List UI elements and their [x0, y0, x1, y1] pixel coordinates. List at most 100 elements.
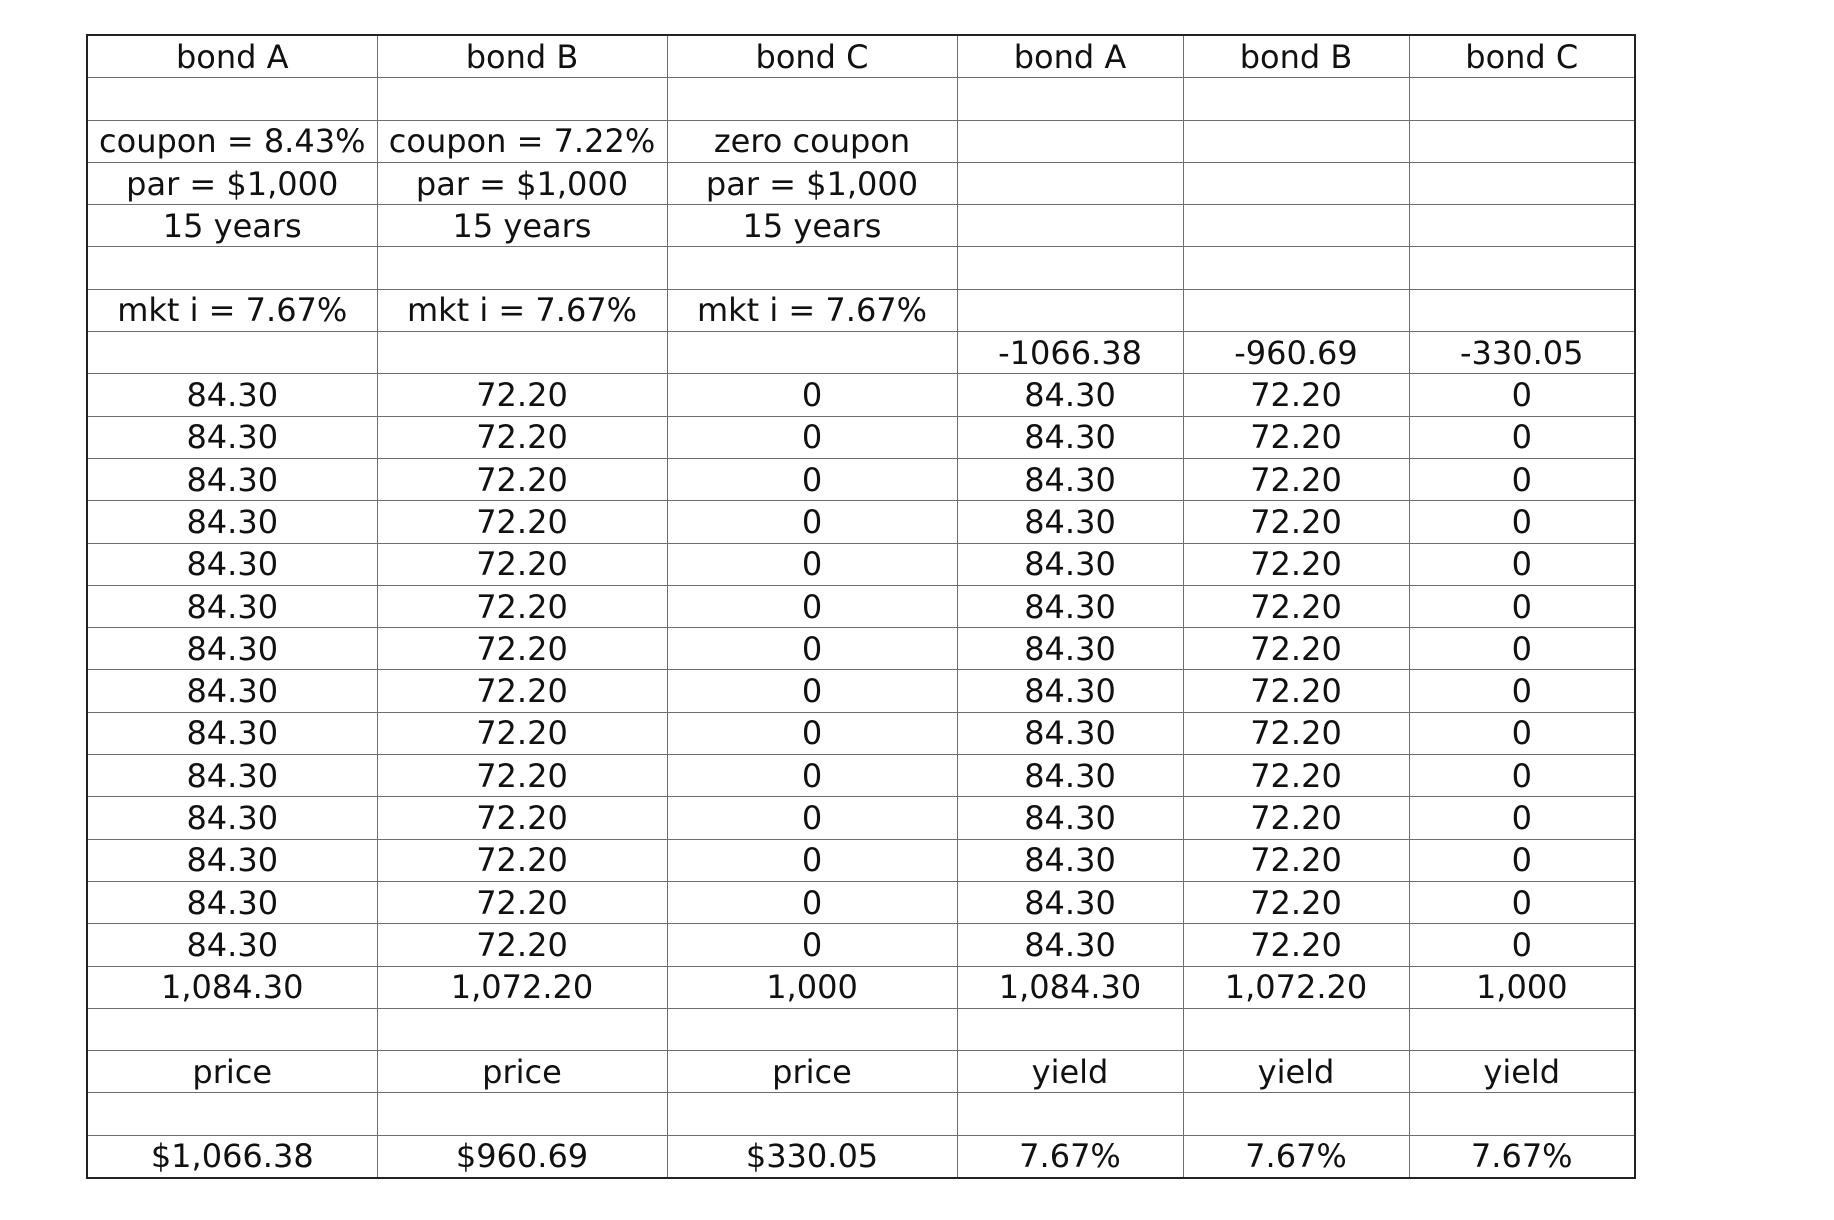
table-cell: 84.30 [86, 923, 378, 967]
table-cell [666, 246, 958, 290]
table-cell: 84.30 [956, 415, 1184, 459]
table-cell: 84.30 [956, 542, 1184, 586]
table-row: 84.30 72.20 0 84.30 72.20 0 [86, 500, 1636, 544]
table-cell: zero coupon [666, 119, 958, 163]
table-cell [1182, 1092, 1410, 1136]
table-cell: 72.20 [1182, 923, 1410, 967]
table-cell: 0 [1408, 880, 1636, 925]
table-cell [86, 246, 378, 290]
table-cell: 0 [1408, 627, 1636, 671]
table-cell: 84.30 [956, 457, 1184, 502]
table-cell: 84.30 [956, 373, 1184, 417]
table-cell: 72.20 [1182, 373, 1410, 417]
table-cell: 84.30 [86, 457, 378, 502]
table-cell: 1,084.30 [86, 965, 378, 1009]
table-cell: 72.20 [376, 373, 668, 417]
table-cell: 72.20 [376, 457, 668, 502]
table-row [86, 1007, 1636, 1052]
table-cell: 0 [1408, 584, 1636, 629]
table-cell [1408, 1092, 1636, 1136]
table-cell [1182, 246, 1410, 290]
table-cell: 72.20 [1182, 457, 1410, 502]
table-row: 84.30 72.20 0 84.30 72.20 0 [86, 796, 1636, 840]
table-cell [86, 1092, 378, 1136]
table-cell: 1,084.30 [956, 965, 1184, 1009]
table-cell: 15 years [376, 204, 668, 248]
table-cell [956, 1092, 1184, 1136]
table-cell [956, 161, 1184, 206]
table-cell: 72.20 [376, 838, 668, 882]
table-row: $1,066.38 $960.69 $330.05 7.67% 7.67% 7.67% [86, 1134, 1636, 1179]
table-cell: 0 [666, 796, 958, 840]
table-cell [1408, 161, 1636, 206]
table-cell: 0 [666, 415, 958, 459]
table-cell [1408, 288, 1636, 333]
table-cell: 1,072.20 [1182, 965, 1410, 1009]
table-cell: price [376, 1050, 668, 1094]
table-cell: 84.30 [956, 880, 1184, 925]
table-row: price price price yield yield yield [86, 1050, 1636, 1094]
table-cell: -960.69 [1182, 331, 1410, 375]
table-row: 84.30 72.20 0 84.30 72.20 0 [86, 880, 1636, 925]
table-cell: 72.20 [1182, 584, 1410, 629]
table-row: 84.30 72.20 0 84.30 72.20 0 [86, 457, 1636, 502]
table-row: 84.30 72.20 0 84.30 72.20 0 [86, 669, 1636, 713]
table-cell: 84.30 [86, 838, 378, 882]
table-cell: 0 [666, 373, 958, 417]
table-cell [376, 77, 668, 121]
table-cell: 84.30 [956, 669, 1184, 713]
table-row: 84.30 72.20 0 84.30 72.20 0 [86, 542, 1636, 586]
table-cell: 84.30 [86, 542, 378, 586]
table-cell: 0 [666, 584, 958, 629]
table-cell: 72.20 [1182, 880, 1410, 925]
table-cell: bond B [1182, 34, 1410, 79]
table-cell: 72.20 [376, 415, 668, 459]
table-cell: 72.20 [1182, 415, 1410, 459]
table-cell: 7.67% [1408, 1134, 1636, 1179]
table-row [86, 1092, 1636, 1136]
table-cell: 84.30 [956, 584, 1184, 629]
table-cell [666, 77, 958, 121]
table-cell: mkt i = 7.67% [86, 288, 378, 333]
table-cell [86, 77, 378, 121]
table-row: 84.30 72.20 0 84.30 72.20 0 [86, 838, 1636, 882]
table-cell [1408, 119, 1636, 163]
table-cell: 72.20 [1182, 627, 1410, 671]
table-cell: 84.30 [956, 500, 1184, 544]
table-cell: par = $1,000 [376, 161, 668, 206]
table-row [86, 77, 1636, 121]
table-cell: 7.67% [956, 1134, 1184, 1179]
table-cell: 0 [1408, 457, 1636, 502]
table-cell: yield [956, 1050, 1184, 1094]
table-row: par = $1,000 par = $1,000 par = $1,000 [86, 161, 1636, 206]
table-cell: 0 [666, 838, 958, 882]
table-cell [956, 204, 1184, 248]
table-row: 84.30 72.20 0 84.30 72.20 0 [86, 415, 1636, 459]
table-cell: price [86, 1050, 378, 1094]
table-cell: price [666, 1050, 958, 1094]
table-cell: 72.20 [376, 669, 668, 713]
table-cell: 84.30 [86, 796, 378, 840]
table-cell: 1,000 [666, 965, 958, 1009]
table-cell: 1,072.20 [376, 965, 668, 1009]
table-cell: coupon = 7.22% [376, 119, 668, 163]
table-cell [1408, 77, 1636, 121]
table-cell: 0 [1408, 669, 1636, 713]
table-row: 84.30 72.20 0 84.30 72.20 0 [86, 923, 1636, 967]
table-row: 84.30 72.20 0 84.30 72.20 0 [86, 754, 1636, 798]
table-row: 84.30 72.20 0 84.30 72.20 0 [86, 711, 1636, 756]
table-cell: 72.20 [376, 627, 668, 671]
table-cell: 72.20 [1182, 542, 1410, 586]
table-row: -1066.38 -960.69 -330.05 [86, 331, 1636, 375]
table-cell: -1066.38 [956, 331, 1184, 375]
table-cell: 84.30 [86, 500, 378, 544]
table-cell: 0 [666, 542, 958, 586]
table-cell: 72.20 [1182, 669, 1410, 713]
table-cell: 84.30 [956, 796, 1184, 840]
table-cell: 84.30 [86, 415, 378, 459]
table-cell: 0 [666, 923, 958, 967]
table-cell: bond B [376, 34, 668, 79]
table-cell: bond C [666, 34, 958, 79]
